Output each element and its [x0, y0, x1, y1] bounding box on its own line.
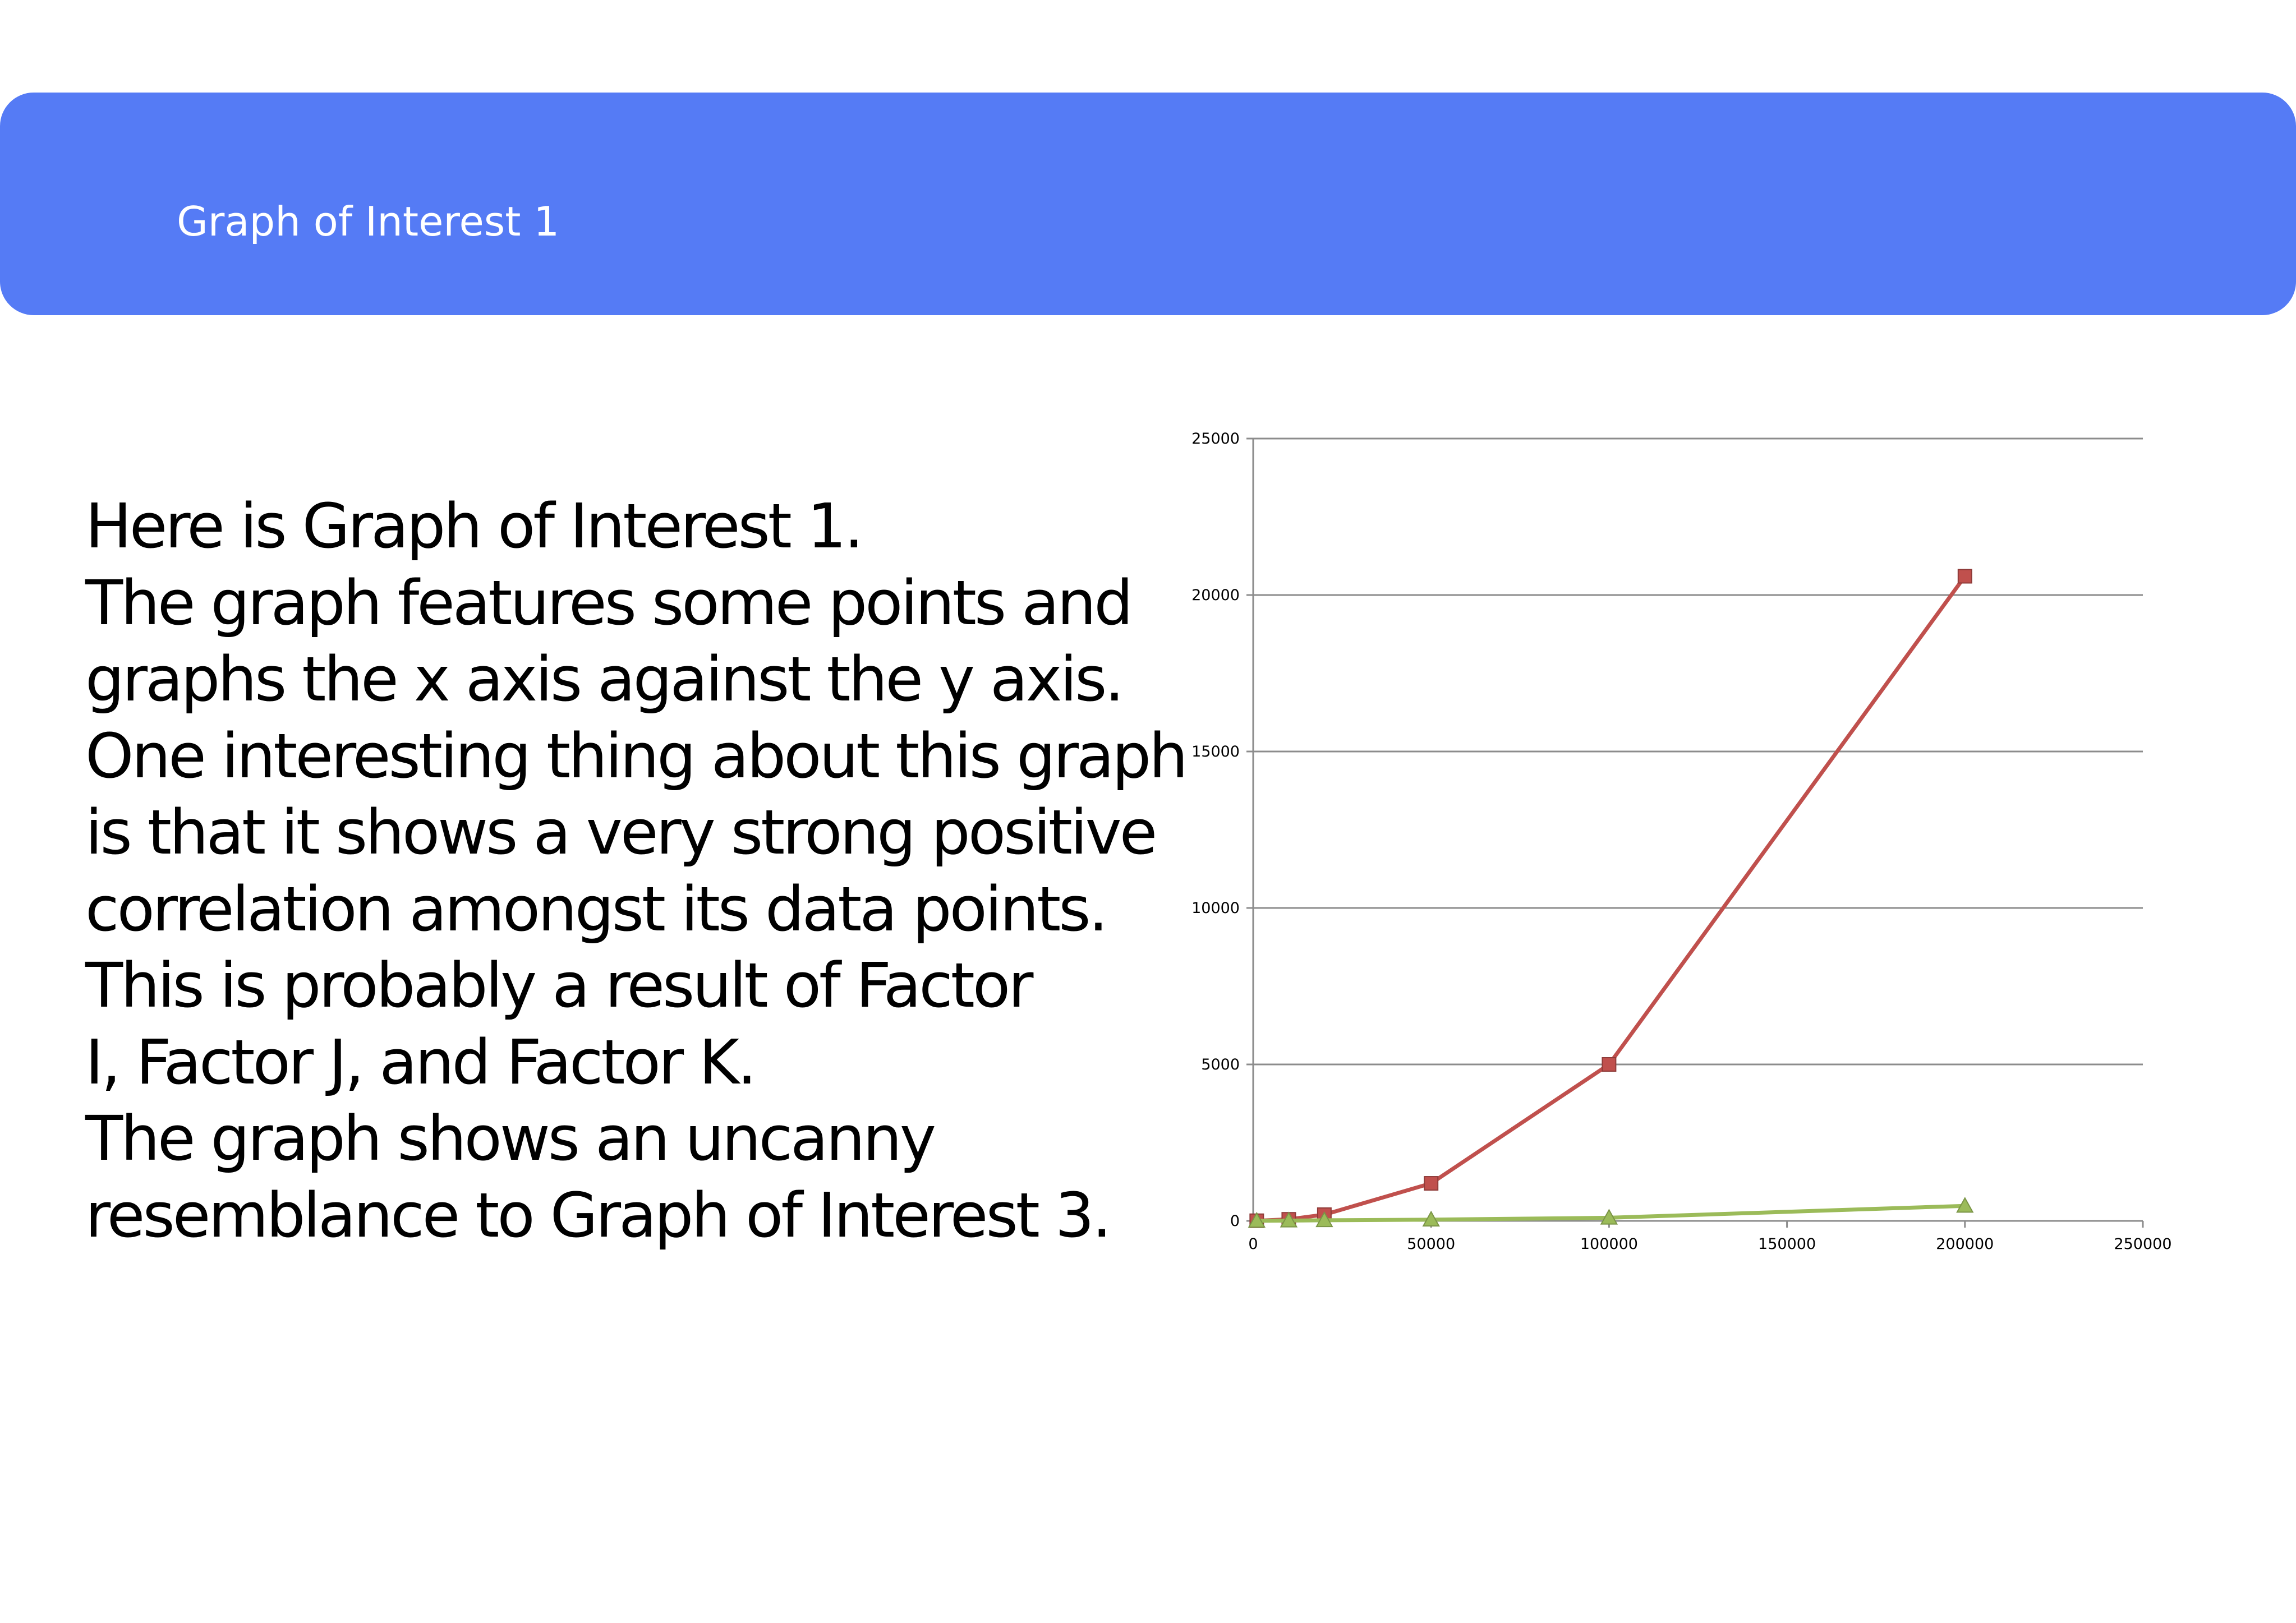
x-tick-label: 200000 [1936, 1235, 1994, 1253]
y-tick-label: 0 [1230, 1212, 1240, 1230]
data-point-triangle [1422, 1210, 1440, 1227]
data-point-triangle [1248, 1211, 1266, 1228]
x-tick-label: 250000 [2114, 1235, 2171, 1253]
y-tick-label: 10000 [1191, 900, 1240, 917]
x-tick-label: 150000 [1758, 1235, 1816, 1253]
body-line: I, Factor J, and Factor K. [85, 1026, 757, 1098]
data-point-square [1424, 1176, 1439, 1191]
data-point-square [1957, 569, 1972, 584]
body-line: is that it shows a very strong positive [85, 796, 1157, 868]
y-tick-label: 25000 [1191, 430, 1240, 448]
body-text: Here is Graph of Interest 1. The graph f… [85, 488, 1188, 1253]
series-1 [1249, 569, 1972, 1228]
title-bar [0, 93, 2296, 315]
body-line: graphs the x axis against the y axis. [85, 643, 1124, 715]
series-2 [1248, 1197, 1974, 1228]
data-point-triangle [1600, 1209, 1618, 1225]
x-tick-label: 0 [1248, 1235, 1258, 1253]
x-tick-label: 100000 [1580, 1235, 1638, 1253]
y-tick-label: 20000 [1191, 587, 1240, 604]
data-point-triangle [1280, 1211, 1298, 1228]
y-tick-label: 5000 [1201, 1056, 1240, 1073]
body-line: correlation amongst its data points. [85, 873, 1108, 945]
body-line: The graph shows an uncanny [85, 1103, 936, 1174]
body-line: This is probably a result of Factor [85, 949, 1033, 1021]
body-line: The graph features some points and [85, 566, 1133, 639]
body-line: One interesting thing about this graph [85, 720, 1188, 792]
chart-gridlines [1253, 437, 2143, 1066]
data-point-triangle [1956, 1197, 1974, 1213]
x-tick-label: 50000 [1407, 1235, 1455, 1253]
body-line: Here is Graph of Interest 1. [85, 490, 864, 562]
page-title: Graph of Interest 1 [177, 198, 560, 245]
y-tick-label: 15000 [1191, 743, 1240, 760]
chart-series [1248, 569, 1974, 1228]
series-line [1254, 1204, 1967, 1223]
series-line [1254, 574, 1967, 1223]
data-point-square [1602, 1057, 1617, 1072]
data-point-triangle [1315, 1211, 1333, 1228]
body-line: resemblance to Graph of Interest 3. [85, 1179, 1112, 1251]
